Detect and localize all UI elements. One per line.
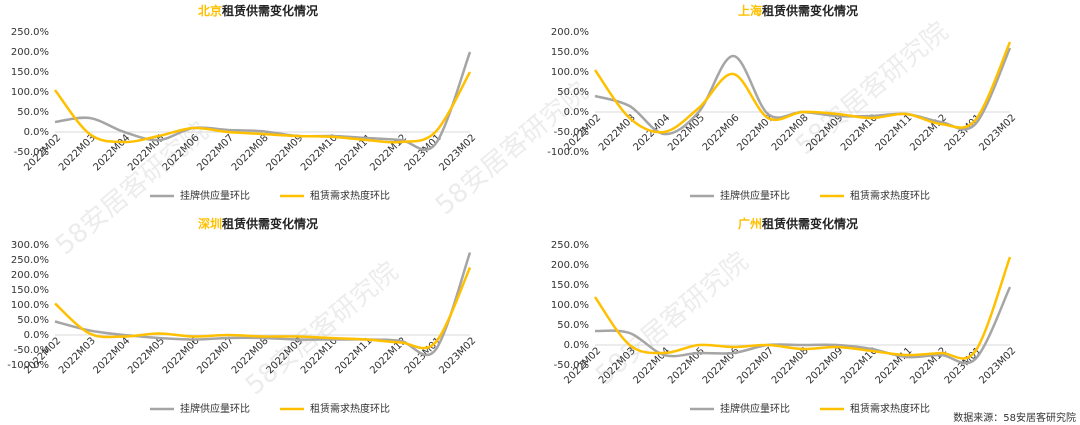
- x-tick-label: 2022M03: [57, 335, 98, 376]
- series-line: [593, 256, 1012, 360]
- y-tick-label: 100.0%: [11, 300, 49, 311]
- x-tick-label: 2023M02: [977, 112, 1018, 153]
- y-tick-label: 150.0%: [11, 285, 49, 296]
- legend-label: 租赁需求热度环比: [310, 189, 390, 202]
- y-tick-label: 0.0%: [564, 107, 589, 118]
- y-tick-label: 0.0%: [24, 127, 49, 138]
- watermark: 58安居客研究院: [240, 257, 404, 402]
- title-highlight: 深圳: [198, 216, 222, 231]
- x-tick-label: 2022M04: [92, 335, 133, 376]
- y-tick-label: 250.0%: [11, 255, 49, 266]
- series-line: [594, 286, 1012, 365]
- title-text: 租赁供需变化情况: [222, 216, 318, 231]
- y-tick-label: 50.0%: [17, 107, 49, 118]
- title-text: 租赁供需变化情况: [762, 3, 858, 18]
- legend-label: 租赁需求热度环比: [310, 402, 390, 415]
- x-tick-label: 2023M02: [977, 345, 1018, 386]
- y-tick-label: -100.0%: [7, 360, 49, 371]
- y-tick-label: -50.0%: [14, 147, 49, 158]
- legend-label: 租赁需求热度环比: [850, 189, 930, 202]
- x-tick-label: 2022M06: [701, 112, 742, 153]
- legend-label: 挂牌供应量环比: [180, 402, 250, 415]
- series-line: [54, 266, 472, 350]
- x-tick-label: 2022M09: [804, 345, 845, 386]
- y-tick-label: 50.0%: [557, 320, 589, 331]
- y-tick-label: 100.0%: [11, 87, 49, 98]
- y-tick-label: 0.0%: [24, 330, 49, 341]
- y-tick-label: 0.0%: [564, 340, 589, 351]
- y-tick-label: 200.0%: [11, 47, 49, 58]
- title-highlight: 北京: [198, 3, 222, 18]
- x-tick-label: 2022M05: [126, 335, 167, 376]
- x-tick-label: 2022M09: [264, 132, 305, 173]
- y-tick-label: 250.0%: [551, 240, 589, 251]
- y-tick-label: 100.0%: [551, 300, 589, 311]
- x-tick-label: 2022M11: [874, 112, 915, 153]
- legend-label: 挂牌供应量环比: [720, 402, 790, 415]
- x-tick-label: 2022M11: [334, 335, 375, 376]
- x-tick-label: 2023M01: [943, 345, 984, 386]
- chart-title: 上海租赁供需变化情况: [738, 3, 858, 18]
- title-text: 租赁供需变化情况: [222, 3, 318, 18]
- y-tick-label: 50.0%: [17, 315, 49, 326]
- y-tick-label: -50.0%: [14, 345, 49, 356]
- y-tick-label: 250.0%: [11, 27, 49, 38]
- x-tick-label: 2022M08: [770, 345, 811, 386]
- x-tick-label: 2022M07: [195, 335, 236, 376]
- y-tick-label: 50.0%: [557, 87, 589, 98]
- y-tick-label: 150.0%: [11, 67, 49, 78]
- legend-label: 挂牌供应量环比: [720, 189, 790, 202]
- chart-title: 广州租赁供需变化情况: [738, 216, 858, 231]
- y-tick-label: 200.0%: [551, 27, 589, 38]
- chart-title: 深圳租赁供需变化情况: [198, 216, 318, 231]
- x-tick-label: 2022M08: [230, 132, 271, 173]
- y-tick-label: -50.0%: [554, 127, 589, 138]
- series-line: [54, 71, 472, 144]
- title-highlight: 广州: [738, 216, 762, 231]
- x-tick-label: 2022M03: [57, 132, 98, 173]
- legend-label: 租赁需求热度环比: [850, 402, 930, 415]
- y-tick-label: 150.0%: [551, 47, 589, 58]
- y-tick-label: -100.0%: [547, 147, 589, 158]
- source-note: 数据来源：58安居客研究院: [953, 411, 1076, 424]
- x-tick-label: 2023M02: [437, 335, 478, 376]
- y-tick-label: 100.0%: [551, 67, 589, 78]
- x-tick-label: 2022M06: [161, 335, 202, 376]
- y-tick-label: 150.0%: [551, 280, 589, 291]
- y-tick-label: -50.0%: [554, 360, 589, 371]
- x-tick-label: 2022M10: [299, 132, 340, 173]
- title-text: 租赁供需变化情况: [762, 216, 858, 231]
- chart-title: 北京租赁供需变化情况: [198, 3, 318, 18]
- y-tick-label: 300.0%: [11, 240, 49, 251]
- y-tick-label: 200.0%: [11, 270, 49, 281]
- x-tick-label: 2022M12: [908, 345, 949, 386]
- title-highlight: 上海: [738, 3, 762, 18]
- chart-panel: 北京租赁供需变化情况 -50.0% 0.0% 50.0% 100.0% 150.0% 200…: [11, 3, 478, 203]
- legend-label: 挂牌供应量环比: [180, 189, 250, 202]
- y-tick-label: 200.0%: [551, 260, 589, 271]
- chart-panel: 广州租赁供需变化情况 -50.0% 0.0% 50.0% 100.0% 150.0% 200…: [551, 216, 1018, 416]
- series-line: [593, 41, 1012, 134]
